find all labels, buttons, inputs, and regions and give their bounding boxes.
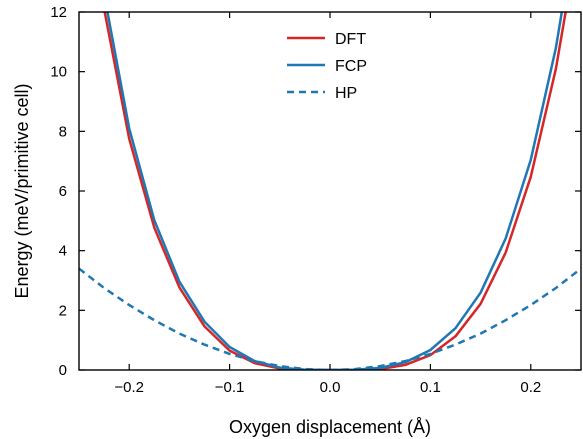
x-tick-label: 0.0 — [320, 379, 341, 396]
series-line-fcp — [106, 12, 564, 370]
y-axis-label: Energy (meV/primitive cell) — [12, 83, 32, 298]
x-tick-label: 0.2 — [520, 379, 541, 396]
x-axis-label: Oxygen displacement (Å) — [229, 417, 431, 437]
y-tick-label: 2 — [59, 302, 67, 319]
plot-frame — [78, 11, 582, 371]
y-tick-label: 0 — [59, 362, 67, 379]
y-tick-label: 4 — [59, 243, 67, 260]
series-curves — [79, 12, 581, 370]
legend: DFT FCP HP — [287, 31, 367, 102]
y-tick-label: 12 — [50, 4, 67, 21]
x-tick-label: −0.2 — [114, 379, 144, 396]
x-tick-label: 0.1 — [420, 379, 441, 396]
legend-label-hp: HP — [335, 85, 357, 102]
y-tick-label: 6 — [59, 183, 67, 200]
legend-label-dft: DFT — [335, 31, 366, 48]
y-tick-label: 10 — [50, 64, 67, 81]
series-line-dft — [103, 12, 567, 370]
series-line-hp — [79, 267, 581, 370]
x-tick-label: −0.1 — [215, 379, 245, 396]
legend-label-fcp: FCP — [335, 58, 367, 75]
axis-ticks: −0.2 −0.1 0.0 0.1 0.2 0 2 4 6 8 10 12 — [50, 4, 581, 396]
y-tick-label: 8 — [59, 123, 67, 140]
